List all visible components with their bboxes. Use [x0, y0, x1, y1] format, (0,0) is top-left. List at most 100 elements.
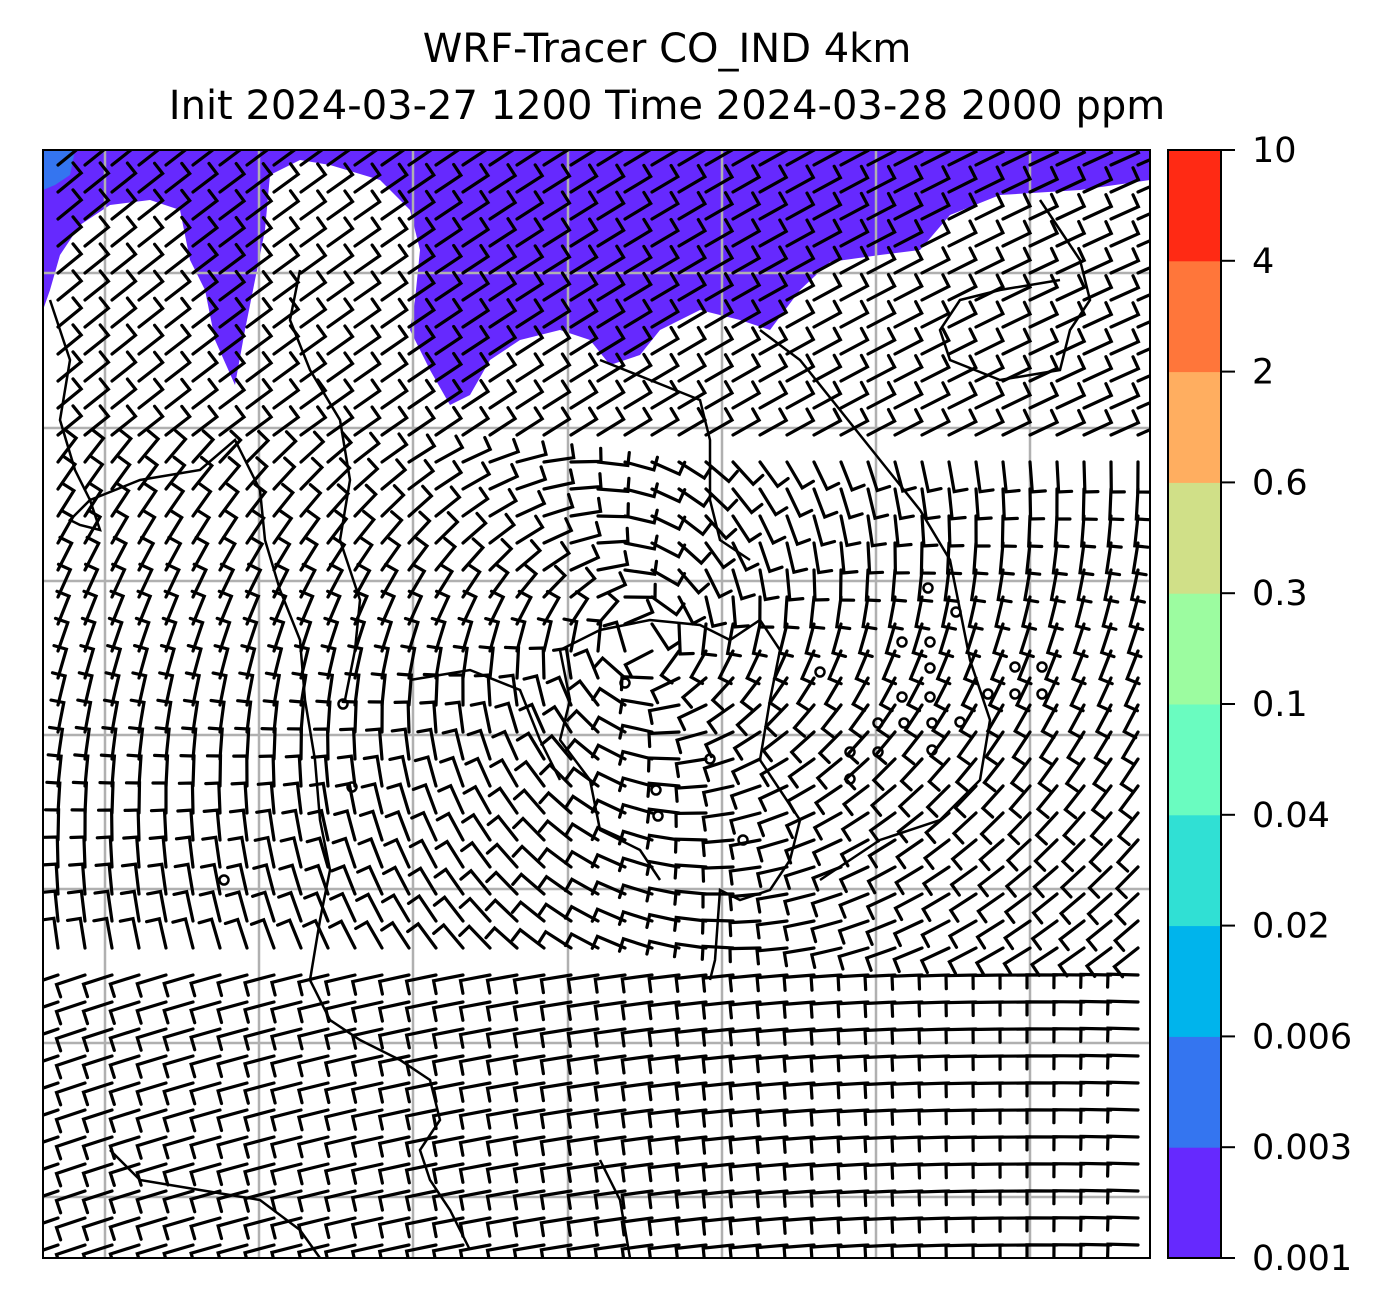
- wind-barb: [890, 1216, 924, 1234]
- wind-barb: [515, 465, 548, 491]
- wind-barb: [836, 1000, 870, 1019]
- wind-barb: [377, 616, 394, 653]
- colorbar-tick-label: 0.04: [1252, 796, 1330, 836]
- wind-barb: [353, 457, 380, 491]
- wind-barb: [701, 892, 735, 909]
- wind-barb: [1025, 1027, 1059, 1044]
- wind-barb: [119, 889, 141, 923]
- wind-barb: [461, 190, 491, 221]
- wind-barb: [461, 486, 490, 518]
- wind-barb: [569, 379, 599, 410]
- wind-barb: [758, 407, 789, 437]
- wind-barb: [145, 916, 168, 950]
- wind-barb: [216, 1216, 249, 1241]
- wind-barb: [56, 535, 74, 572]
- wind-barb: [133, 644, 150, 680]
- wind-barb: [677, 460, 713, 481]
- wind-barb: [407, 589, 424, 626]
- wind-barb: [326, 243, 355, 275]
- wind-barb: [131, 671, 148, 707]
- wind-barb: [623, 244, 653, 275]
- wind-barb: [191, 323, 220, 356]
- wind-barb: [785, 326, 816, 356]
- wind-barb: [243, 1081, 276, 1105]
- wind-barb: [998, 541, 1015, 576]
- wind-barb: [189, 1189, 222, 1214]
- wind-barb: [758, 218, 789, 248]
- wind-barb: [269, 1216, 303, 1240]
- wind-barb: [866, 273, 897, 302]
- wind-barb: [812, 164, 843, 194]
- wind-barb: [755, 973, 789, 993]
- wind-barb: [299, 297, 328, 329]
- wind-barb: [899, 757, 924, 792]
- wind-barb: [458, 1135, 492, 1157]
- wind-barb: [137, 429, 161, 464]
- wind-barb: [336, 754, 357, 788]
- wind-barb: [758, 326, 789, 356]
- wind-barb: [785, 191, 816, 221]
- wind-barb: [434, 378, 464, 410]
- wind-barb: [650, 487, 687, 504]
- wind-barb: [866, 514, 887, 548]
- wind-barb: [282, 781, 303, 815]
- wind-barb: [350, 1243, 384, 1258]
- wind-barb: [216, 1243, 249, 1258]
- wind-barb: [1114, 865, 1140, 900]
- wind-barb: [848, 703, 870, 739]
- wind-barb: [365, 727, 384, 761]
- wind-barb: [350, 1027, 384, 1050]
- wind-barb: [947, 408, 978, 437]
- wind-barb: [863, 973, 897, 992]
- wind-barb: [702, 757, 735, 783]
- wind-barb: [202, 808, 222, 842]
- wind-barb: [617, 883, 654, 900]
- wind-barb: [53, 616, 70, 653]
- wind-barb: [812, 487, 839, 520]
- wind-barb: [515, 514, 545, 545]
- colorbar-tick-label: 0.1: [1252, 685, 1308, 725]
- wind-barb: [272, 162, 301, 194]
- wind-barb: [809, 1000, 843, 1019]
- wind-barb: [135, 1000, 168, 1025]
- wind-barb: [1052, 1054, 1086, 1071]
- wind-barb: [81, 1135, 114, 1161]
- wind-barb: [919, 946, 951, 975]
- wind-barb: [971, 1135, 1005, 1153]
- wind-barb: [647, 1189, 681, 1210]
- wind-barb: [677, 514, 713, 537]
- wind-barb: [596, 476, 631, 494]
- wind-barb: [617, 936, 654, 953]
- wind-barb: [1069, 676, 1086, 713]
- wind-barb: [996, 568, 1013, 604]
- wind-barb: [701, 1189, 735, 1209]
- wind-barb: [272, 216, 301, 248]
- wind-barb: [73, 753, 90, 788]
- wind-barb: [146, 889, 168, 923]
- wind-barb: [893, 354, 924, 383]
- wind-barb: [216, 1054, 249, 1079]
- wind-barb: [458, 896, 492, 923]
- wind-barb: [618, 749, 654, 766]
- wind-barb: [422, 672, 439, 707]
- wind-barb: [512, 1081, 546, 1103]
- wind-barb: [1109, 409, 1141, 437]
- wind-barb: [537, 929, 573, 950]
- wind-barb: [755, 946, 789, 966]
- wind-barb: [323, 616, 340, 653]
- wind-barb: [216, 1000, 249, 1025]
- wind-barb: [1122, 703, 1140, 740]
- wind-barb: [205, 754, 223, 788]
- wind-barb: [439, 755, 465, 788]
- wind-barb: [162, 1243, 195, 1258]
- wind-barb: [836, 1162, 870, 1181]
- wind-barb: [403, 616, 420, 653]
- wind-barb: [563, 904, 600, 923]
- wind-barb: [243, 1054, 276, 1078]
- wind-barb: [1109, 193, 1141, 221]
- calm-marker: [872, 746, 884, 758]
- wind-barb: [893, 514, 913, 548]
- wind-barb: [717, 649, 735, 686]
- wind-barb: [647, 1135, 681, 1156]
